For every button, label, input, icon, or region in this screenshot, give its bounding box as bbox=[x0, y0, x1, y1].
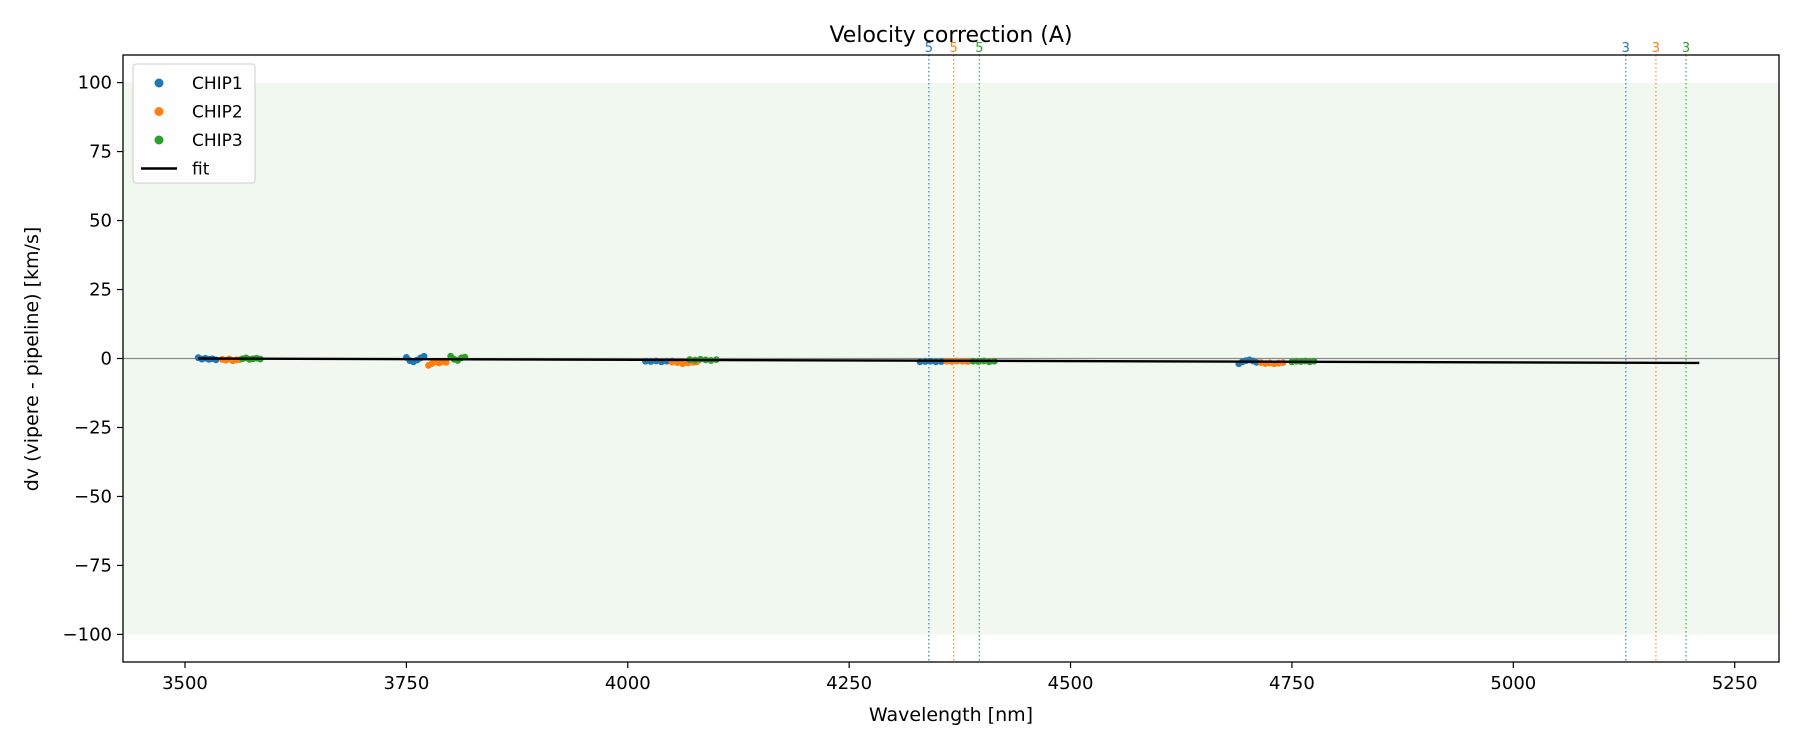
chart-title: Velocity correction (A) bbox=[829, 23, 1072, 48]
legend-label-chip2: CHIP2 bbox=[192, 103, 243, 123]
y-tick-label-2: 50 bbox=[89, 211, 112, 232]
y-tick-label-4: 0 bbox=[101, 349, 112, 370]
x-tick-label-4: 4500 bbox=[1048, 673, 1094, 694]
y-tick-label-0: 100 bbox=[78, 73, 112, 94]
legend: CHIP1 CHIP2 CHIP3 fit bbox=[132, 63, 256, 184]
point-chip2-11 bbox=[442, 358, 450, 366]
vline-label-0: 5 bbox=[925, 41, 933, 56]
vline-label-2: 5 bbox=[975, 41, 983, 56]
x-tick-label-0: 3500 bbox=[162, 673, 208, 694]
y-tick-label-8: −100 bbox=[63, 624, 112, 645]
legend-box bbox=[132, 63, 256, 184]
legend-marker-chip2 bbox=[154, 107, 164, 116]
x-tick-label-5: 4750 bbox=[1269, 673, 1315, 694]
x-tick-label-7: 5250 bbox=[1712, 673, 1758, 694]
x-tick-label-3: 4250 bbox=[826, 673, 872, 694]
y-tick-label-3: 25 bbox=[89, 280, 112, 301]
x-tick-label-2: 4000 bbox=[605, 673, 651, 694]
fit-line bbox=[198, 357, 1700, 365]
x-axis-label: Wavelength [nm] bbox=[869, 704, 1033, 726]
vline-label-4: 3 bbox=[1652, 41, 1660, 56]
plot-area: 5 5 5 3 3 3 3500 3750 4000 4250 4500 4750 5000 5250 10… bbox=[63, 41, 1780, 694]
vline-label-3: 3 bbox=[1622, 41, 1630, 56]
vline-label-1: 5 bbox=[950, 41, 958, 56]
x-tick-label-6: 5000 bbox=[1490, 673, 1536, 694]
y-tick-label-7: −75 bbox=[74, 555, 112, 576]
y-axis-label: dv (vipere - pipeline) [km/s] bbox=[21, 227, 43, 492]
x-tick-label-1: 3750 bbox=[383, 673, 429, 694]
legend-label-chip1: CHIP1 bbox=[192, 74, 243, 94]
y-tick-label-5: −25 bbox=[74, 417, 112, 438]
y-tick-label-1: 75 bbox=[89, 142, 112, 163]
point-chip2-14 bbox=[679, 360, 687, 368]
vline-label-5: 3 bbox=[1682, 41, 1690, 56]
legend-marker-chip1 bbox=[154, 78, 164, 88]
legend-marker-chip3 bbox=[154, 135, 164, 145]
legend-label-chip3: CHIP3 bbox=[192, 131, 243, 151]
legend-label-fit: fit bbox=[192, 160, 210, 180]
y-tick-label-6: −50 bbox=[74, 486, 112, 507]
